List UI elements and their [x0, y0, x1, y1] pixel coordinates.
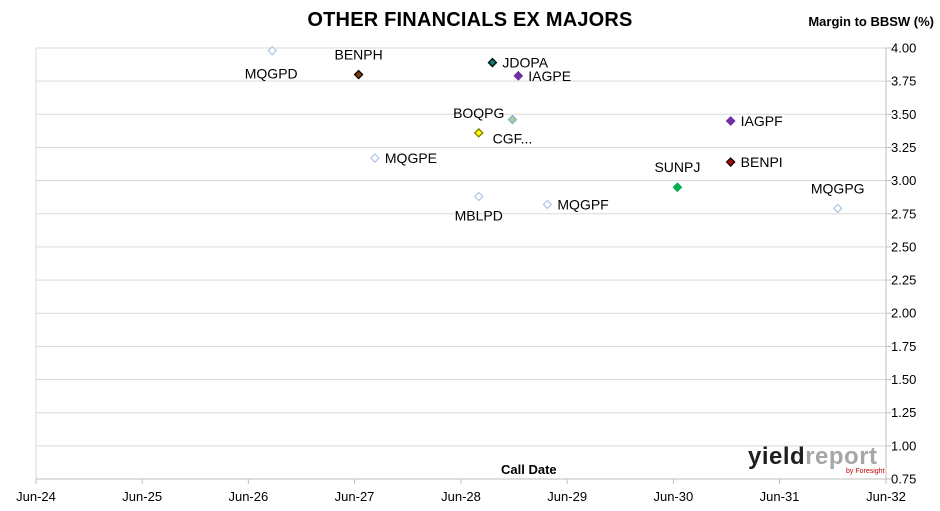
y-tick-label: 4.00 — [891, 41, 916, 56]
data-point-iagpe — [513, 70, 524, 81]
y-axis-label: Margin to BBSW (%) — [808, 14, 934, 29]
y-tick-label: 2.50 — [891, 239, 916, 254]
chart-title: OTHER FINANCIALS EX MAJORS — [307, 9, 633, 31]
y-tick-label: 3.50 — [891, 107, 916, 122]
data-points — [267, 45, 843, 214]
data-point-mqgpf — [542, 199, 553, 210]
logo-subtitle: by Foresight — [846, 468, 885, 475]
data-point-benph — [353, 69, 364, 80]
y-tick-label: 3.25 — [891, 140, 916, 155]
y-tick-label: 2.00 — [891, 306, 916, 321]
x-tick-label: Jun-25 — [122, 489, 162, 504]
data-point-iagpf — [725, 116, 736, 126]
logo-text-report: report — [805, 443, 878, 470]
y-tick-label: 1.25 — [891, 405, 916, 420]
y-tick-label: 3.75 — [891, 74, 916, 89]
data-label-benpi: BENPI — [741, 154, 783, 170]
data-label-jdopa: JDOPA — [502, 55, 548, 71]
data-point-mblpd — [473, 191, 484, 202]
x-tick-label: Jun-30 — [653, 489, 693, 504]
data-label-cgf: CGF... — [493, 131, 533, 147]
axes: 0.75 1.00 1.25 1.50 1.75 2.00 2.25 2.50 2.75 3.00… — [16, 41, 916, 505]
data-label-boqpg: BOQPG — [453, 105, 504, 121]
y-tick-label: 1.75 — [891, 339, 916, 354]
x-tick-label: Jun-26 — [228, 489, 268, 504]
y-tick-label: 1.50 — [891, 372, 916, 387]
data-label-mblpd: MBLPD — [455, 208, 503, 224]
data-point-sunpj — [672, 182, 683, 193]
data-label-mqgpe: MQGPE — [385, 150, 437, 166]
data-label-mqgpg: MQGPG — [811, 180, 865, 196]
x-tick-label: Jun-31 — [760, 489, 800, 504]
x-tick-label: Jun-27 — [335, 489, 375, 504]
data-label-mqgpf: MQGPF — [557, 196, 608, 212]
data-label-sunpj: SUNPJ — [654, 159, 700, 175]
x-tick-label: Jun-24 — [16, 489, 56, 504]
data-label-benph: BENPH — [334, 47, 382, 63]
y-tick-label: 0.75 — [891, 472, 916, 487]
data-point-boqpg — [473, 127, 484, 138]
yieldreport-logo: yieldreport by Foresight — [748, 443, 885, 476]
gridlines — [36, 47, 886, 480]
x-tick-label: Jun-29 — [547, 489, 587, 504]
x-tick-label: Jun-32 — [866, 489, 906, 504]
y-tick-label: 2.75 — [891, 206, 916, 221]
logo-text-yield: yield — [748, 443, 806, 470]
data-point-mqgpd — [267, 45, 278, 56]
data-point-cgf — [507, 114, 518, 125]
data-point-jdopa — [487, 57, 498, 68]
data-label-iagpe: IAGPE — [528, 68, 571, 84]
x-tick-label: Jun-28 — [441, 489, 481, 504]
x-axis-label: Call Date — [501, 462, 557, 477]
data-point-mqgpe — [369, 153, 380, 163]
y-tick-label: 2.25 — [891, 273, 916, 288]
y-tick-label: 3.00 — [891, 173, 916, 188]
data-point-benpi — [725, 157, 736, 167]
y-tick-label: 1.00 — [891, 438, 916, 453]
data-label-iagpf: IAGPF — [741, 113, 783, 129]
data-label-mqgpd: MQGPD — [245, 66, 298, 82]
data-point-mqgpg — [832, 203, 843, 214]
